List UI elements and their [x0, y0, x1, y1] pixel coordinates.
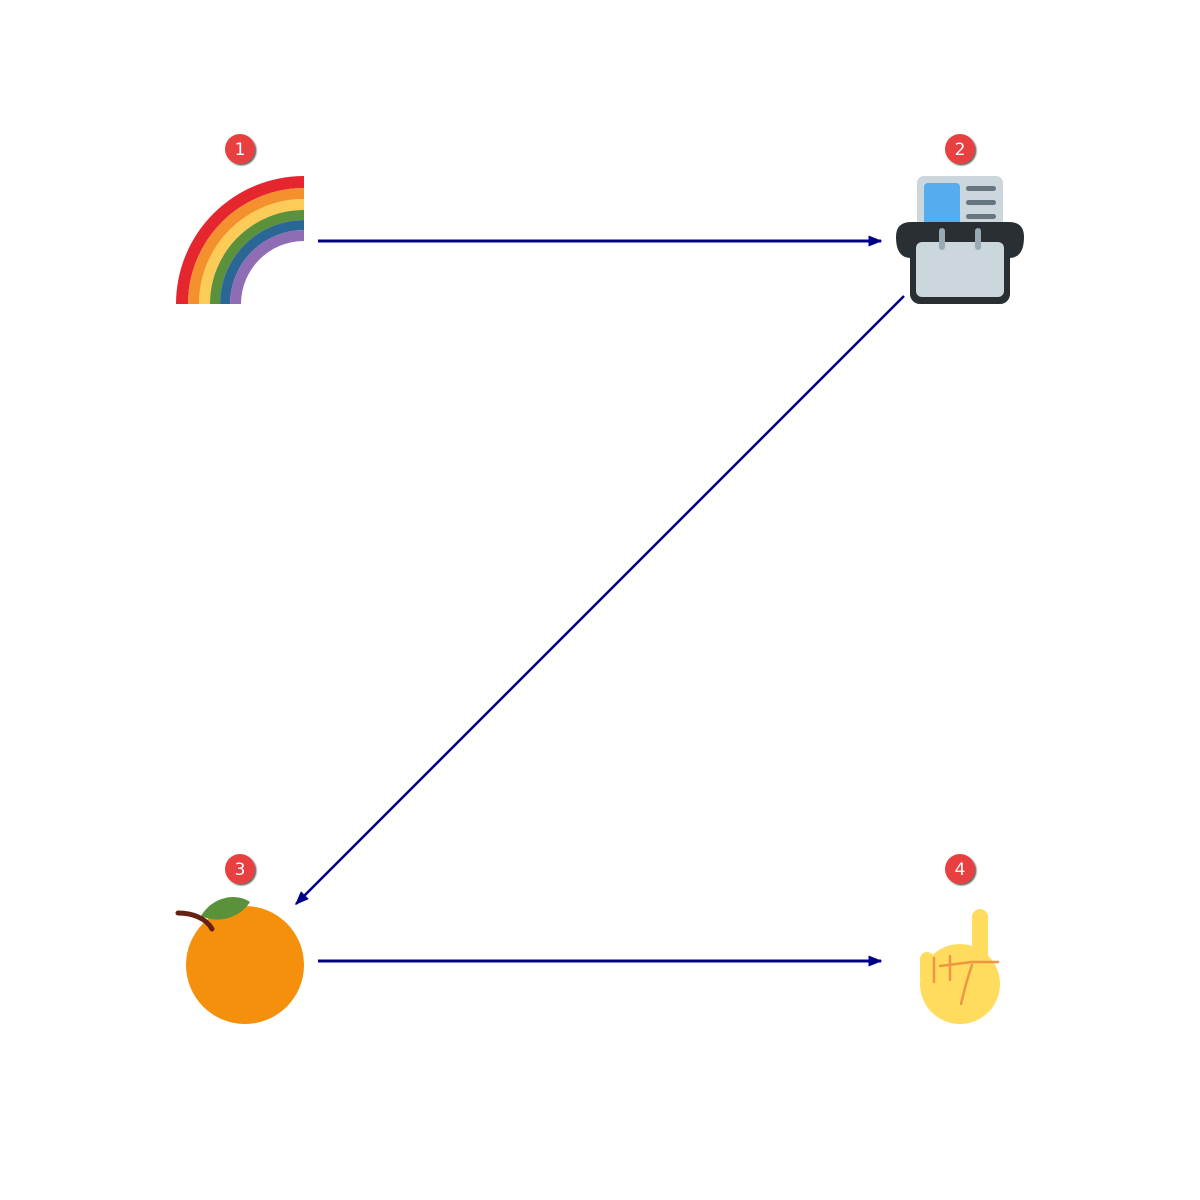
node-3: 3: [175, 854, 304, 1024]
card-index-icon: [896, 176, 1024, 304]
badge-3: 3: [225, 854, 255, 884]
edge-2-to-3: [295, 295, 905, 905]
badge-4-label: 4: [955, 860, 966, 880]
badge-2: 2: [945, 134, 975, 164]
edges: [295, 235, 905, 967]
tangerine-icon: [175, 896, 304, 1024]
node-2: 2: [896, 134, 1024, 304]
badge-1-label: 1: [235, 140, 246, 160]
index-pointing-up-icon: [920, 909, 1000, 1024]
node-4: 4: [920, 854, 1000, 1024]
badge-4: 4: [945, 854, 975, 884]
node-1: 1: [176, 134, 304, 304]
badge-2-label: 2: [955, 140, 966, 160]
badge-3-label: 3: [235, 860, 246, 880]
badge-1: 1: [225, 134, 255, 164]
rainbow-icon: [176, 176, 304, 304]
